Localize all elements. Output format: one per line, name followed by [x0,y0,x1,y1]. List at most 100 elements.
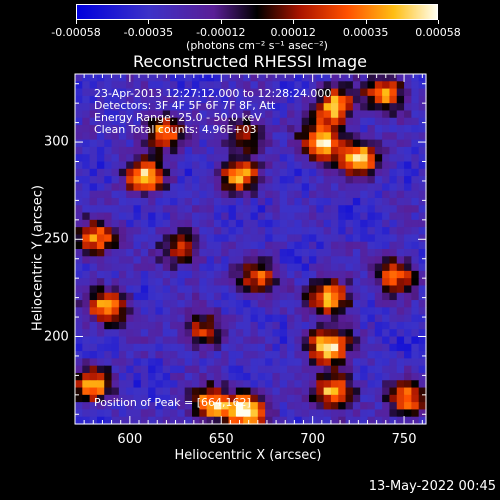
heatmap-cell [352,125,361,133]
heatmap-cell [162,270,171,279]
heatmap-cell [330,380,339,389]
heatmap-cell [389,219,398,228]
heatmap-cell [265,292,274,301]
heatmap-cell [294,176,303,184]
heatmap-cell [360,380,369,389]
heatmap-cell [279,103,288,112]
heatmap-cell [323,161,332,170]
heatmap-cell [323,358,332,367]
heatmap-cell [206,409,215,418]
heatmap-cell [411,132,420,141]
heatmap-cell [118,402,127,411]
heatmap-cell [272,227,281,236]
heatmap-cell [140,278,149,287]
heatmap-cell [155,256,164,265]
heatmap-cell [228,139,237,148]
heatmap-cell [382,300,391,308]
heatmap-cell [133,307,142,316]
heatmap-cell [118,285,127,294]
heatmap-cell [374,219,383,228]
heatmap-cell [389,249,398,257]
heatmap-cell [250,394,259,403]
heatmap-cell [389,234,398,243]
heatmap-cell [184,307,193,316]
heatmap-cell [89,394,98,403]
heatmap-cell [287,139,295,148]
heatmap-cell [323,74,332,82]
heatmap-cell [404,270,412,279]
heatmap-cell [382,168,391,177]
heatmap-cell [360,314,369,323]
heatmap-cell [279,402,288,411]
heatmap-cell [396,292,405,301]
heatmap-cell [126,197,135,206]
heatmap-cell [213,292,222,301]
heatmap-cell [177,300,186,308]
heatmap-cell [221,212,230,221]
heatmap-cell [140,394,149,403]
heatmap-cell [250,358,259,367]
heatmap-cell [272,292,281,301]
heatmap-cell [170,183,178,192]
heatmap-cell [257,219,266,228]
heatmap-cell [265,88,274,97]
heatmap-cell [257,300,266,308]
heatmap-cell [155,219,164,228]
heatmap-cell [352,372,361,381]
heatmap-cell [396,132,405,141]
heatmap-cell [184,278,193,287]
heatmap-cell [133,394,142,403]
heatmap-cell [96,351,105,359]
heatmap-cell [338,103,347,112]
colorbar-tick-label: -0.00035 [123,26,174,39]
heatmap-cell [294,256,303,265]
heatmap-cell [323,402,332,411]
heatmap-cell [250,380,259,389]
heatmap-cell [235,95,244,104]
heatmap-cell [257,176,266,184]
heatmap-cell [89,351,98,359]
heatmap-cell [265,409,274,418]
heatmap-cell [148,278,157,287]
heatmap-cell [316,103,325,112]
heatmap-cell [235,212,244,221]
heatmap-cell [389,321,398,330]
heatmap-cell [294,154,303,163]
heatmap-cell [82,241,91,250]
heatmap-cell [279,81,288,90]
heatmap-cell [330,307,339,316]
heatmap-cell [184,146,193,155]
heatmap-cell [140,88,149,97]
heatmap-cell [162,358,171,367]
heatmap-cell [206,117,215,126]
heatmap-cell [177,74,186,82]
heatmap-cell [345,117,354,126]
heatmap-cell [309,190,317,199]
heatmap-cell [309,263,317,272]
heatmap-cell [294,321,303,330]
heatmap-cell [338,125,347,133]
heatmap-cell [352,380,361,389]
heatmap-cell [89,365,98,374]
heatmap-cell [396,212,405,221]
heatmap-cell [111,176,120,184]
heatmap-cell [352,95,361,104]
heatmap-cell [148,139,157,148]
heatmap-cell [360,154,369,163]
heatmap-cell [184,372,193,381]
heatmap-cell [279,74,288,82]
heatmap-cell [367,95,376,104]
heatmap-cell [316,416,325,425]
heatmap-cell [221,380,230,389]
heatmap-cell [279,117,288,126]
heatmap-cell [148,292,157,301]
heatmap-cell [104,416,113,425]
heatmap-cell [184,219,193,228]
heatmap-cell [404,372,412,381]
heatmap-cell [75,212,83,221]
heatmap-cell [75,300,83,308]
heatmap-cell [323,314,332,323]
heatmap-cell [396,219,405,228]
heatmap-cell [228,146,237,155]
heatmap-cell [287,103,295,112]
